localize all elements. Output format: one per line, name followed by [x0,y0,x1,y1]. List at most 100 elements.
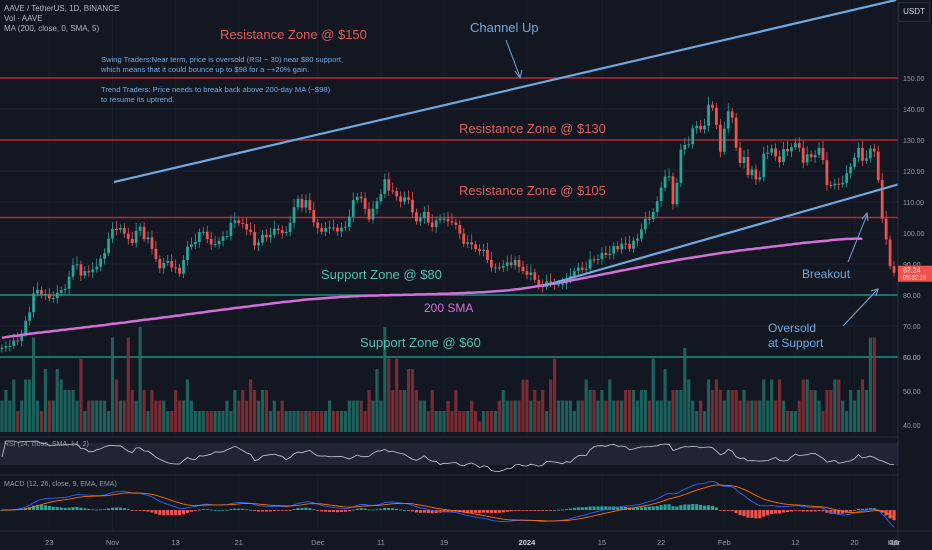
breakout-arrowhead [861,211,869,222]
volume-bar [55,369,59,432]
candle-body [442,218,446,220]
macd-histogram-bar [774,510,778,514]
volume-bar [371,400,375,432]
volume-bar [730,390,734,432]
currency-button[interactable]: USDT [898,2,930,22]
volume-bar [821,411,825,432]
macd-histogram-bar [785,510,790,513]
candle-body [174,267,178,269]
macd-histogram-bar [517,510,521,511]
y-tick-label: 100.00 [903,231,925,238]
macd-histogram-bar [477,510,482,513]
oversold-label: Oversold [768,321,816,335]
candle-body [40,290,43,295]
volume-bar [122,400,126,432]
volume-bar [430,390,434,432]
macd-histogram-bar [592,506,596,510]
macd-histogram-bar [659,505,663,510]
volume-legend: Vol · AAVE [4,14,43,23]
candle-body [209,238,213,245]
macd-histogram-bar [39,504,44,510]
volume-bar [355,400,359,432]
macd-histogram-bar [521,510,525,511]
candle-body [628,243,631,249]
macd-histogram-bar [699,504,703,510]
volume-bar [493,411,497,432]
candle-body [793,143,797,148]
candle-body [695,125,699,129]
macd-histogram-bar [241,508,245,510]
volume-axis-label: 50.00 [903,389,921,396]
macd-histogram-bar [450,510,454,512]
macd-histogram-bar [51,506,55,510]
candle-body [87,271,91,273]
volume-bar [193,411,197,432]
volume-bar [351,400,355,432]
candle-body [509,262,513,266]
candle-body [430,222,434,228]
candle-body [490,259,493,268]
volume-bar [852,400,857,432]
candle-body [415,212,418,222]
macd-histogram-bar [549,510,553,511]
macd-histogram-bar [781,510,786,513]
volume-bar [797,400,801,432]
macd-histogram-bar [75,507,79,510]
volume-bar [209,411,213,432]
zone-label: Support Zone @ $60 [360,335,481,350]
volume-bar [537,400,541,432]
zone-label: Resistance Zone @ $105 [459,183,606,198]
ma-legend: MA (200, close, 0, SMA, 5) [4,24,100,33]
macd-histogram-bar [825,510,829,513]
candle-body [478,249,481,251]
volume-bar [197,411,201,432]
macd-histogram-bar [209,509,213,511]
volume-bar [249,379,253,432]
macd-histogram-bar [750,510,754,518]
candle-body [308,200,312,211]
volume-bar [12,379,16,432]
macd-histogram-bar [142,510,146,512]
volume-bar [118,400,122,432]
volume-bar [31,337,36,432]
volume-bar [718,390,722,432]
candle-body [83,271,87,276]
macd-histogram-bar [560,509,565,511]
macd-histogram-bar [189,510,194,512]
candle-body [608,253,612,256]
macd-histogram-bar [620,506,624,510]
macd-histogram-bar [726,510,730,511]
volume-bar [67,390,71,432]
volume-bar [35,400,40,432]
x-tick-label: 19 [890,538,898,547]
volume-bar [399,390,403,432]
macd-histogram-bar [793,510,797,511]
macd-histogram-bar [537,510,541,511]
x-tick-label: 11 [890,538,898,547]
volume-bar [205,411,209,432]
macd-histogram-bar [533,510,537,511]
volume-bar [813,390,817,432]
macd-histogram-bar [205,509,209,510]
candle-body [837,183,841,185]
volume-bar [253,390,257,432]
macd-histogram-bar [556,509,561,511]
candle-body [158,259,162,269]
candle-body [651,211,655,220]
commentary-line: Swing Traders:Near term, price is overso… [101,55,343,64]
candle-body [659,187,663,202]
volume-bar [742,390,746,432]
rsi-legend: RSI (14, close, SMA, 14, 2) [4,441,89,448]
candle-body [525,271,529,275]
y-tick-label: 60.00 [903,355,921,362]
macd-histogram-bar [312,509,316,511]
macd-histogram-bar [809,510,813,512]
volume-bar [766,400,770,432]
x-tick-label: 20 [850,538,858,547]
volume-bar [280,400,284,432]
candle-body [182,259,185,274]
candle-body [718,124,722,152]
macd-histogram-bar [501,510,505,513]
candle-body [884,218,888,240]
